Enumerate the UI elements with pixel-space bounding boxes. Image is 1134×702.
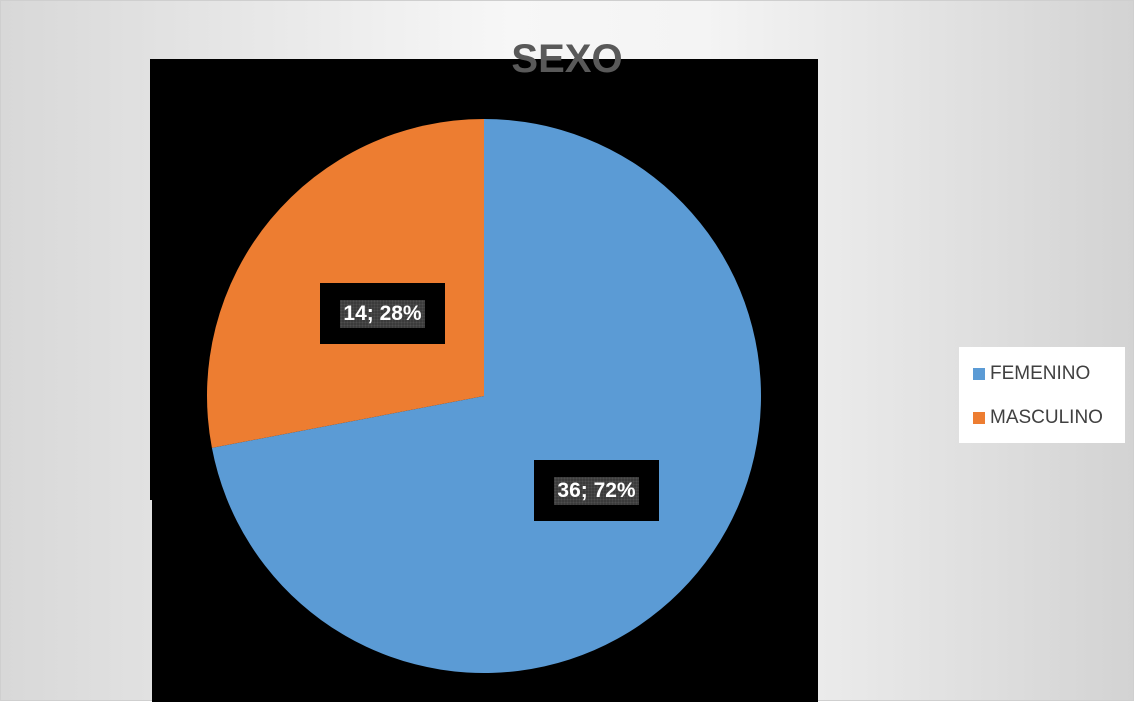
data-label-femenino-text: 36; 72%	[554, 476, 639, 505]
legend-swatch-masculino	[973, 412, 985, 424]
legend: FEMENINO MASCULINO	[959, 347, 1125, 443]
legend-label-masculino: MASCULINO	[990, 407, 1103, 428]
data-label-masculino: 14; 28%	[320, 283, 445, 344]
pie-slice-femenino[interactable]	[211, 119, 762, 673]
chart-title: SEXO	[511, 37, 623, 81]
data-label-femenino: 36; 72%	[534, 460, 659, 521]
legend-item-femenino[interactable]: FEMENINO	[973, 363, 1090, 385]
legend-label-femenino: FEMENINO	[990, 363, 1091, 384]
legend-item-masculino[interactable]: MASCULINO	[973, 407, 1103, 429]
legend-swatch-femenino	[973, 368, 985, 380]
data-label-masculino-text: 14; 28%	[340, 299, 425, 328]
